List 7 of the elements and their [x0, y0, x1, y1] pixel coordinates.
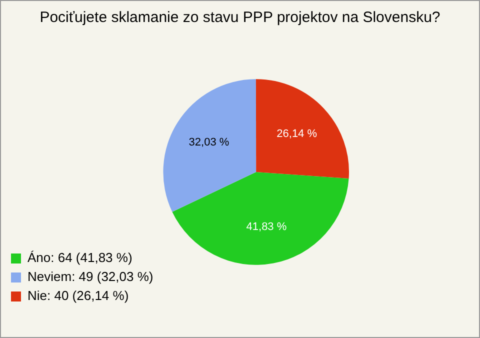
- chart-title: Pociťujete sklamanie zo stavu PPP projektov na Slovensku?: [38, 9, 442, 26]
- data-label: 41,83 %: [246, 220, 287, 233]
- data-label: 26,14 %: [276, 128, 318, 140]
- data-label: 32,03 %: [188, 136, 230, 148]
- legend-label: Neviem: 49 (32,03 %): [28, 269, 154, 284]
- legend-label: Nie: 40 (26,14 %): [28, 288, 129, 304]
- legend-label: Áno: 64 (41,83 %): [28, 250, 132, 266]
